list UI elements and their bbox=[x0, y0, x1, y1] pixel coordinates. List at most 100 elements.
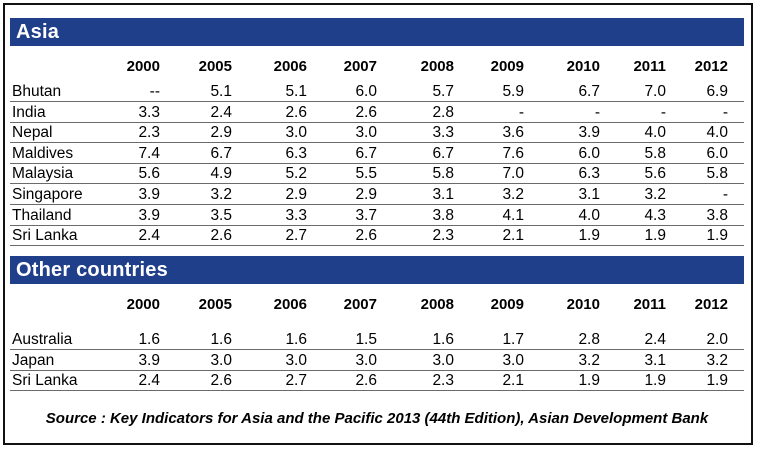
table-cell: 3.1 bbox=[644, 351, 666, 369]
table-cell: 3.2 bbox=[502, 186, 524, 203]
other-year-header-row: 2000 2005 2006 2007 2008 2009 2010 2011 … bbox=[10, 294, 744, 316]
table-cell: 1.6 bbox=[138, 331, 160, 348]
table-cell: 1.9 bbox=[644, 372, 666, 390]
country-name: Thailand bbox=[12, 206, 72, 224]
table-row: Thailand 3.9 3.5 3.3 3.7 3.8 4.1 4.0 4.3 3.8 bbox=[10, 206, 744, 226]
table-cell: 5.8 bbox=[432, 165, 454, 183]
table-cell: 3.0 bbox=[355, 351, 377, 369]
year-header: 2005 bbox=[198, 58, 232, 75]
country-name: Singapore bbox=[12, 186, 83, 203]
table-cell: 3.0 bbox=[355, 124, 377, 142]
table-cell: 1.7 bbox=[502, 331, 524, 348]
table-cell: 3.3 bbox=[138, 103, 160, 121]
table-cell: 3.5 bbox=[210, 206, 232, 224]
country-name: India bbox=[12, 103, 46, 121]
table-cell: 2.6 bbox=[355, 103, 377, 121]
table-cell: 5.8 bbox=[644, 144, 666, 162]
year-header: 2010 bbox=[566, 296, 600, 313]
table-cell: 2.6 bbox=[210, 372, 232, 390]
table-frame bbox=[3, 3, 753, 445]
year-header: 2006 bbox=[273, 296, 307, 313]
table-cell: 3.0 bbox=[285, 124, 307, 142]
table-row: Nepal 2.3 2.9 3.0 3.0 3.3 3.6 3.9 4.0 4.0 bbox=[10, 123, 744, 144]
table-row: India 3.3 2.4 2.6 2.6 2.8 - - - - bbox=[10, 103, 744, 123]
year-header: 2006 bbox=[273, 58, 307, 75]
table-cell: 2.6 bbox=[355, 372, 377, 390]
table-cell: 1.9 bbox=[706, 372, 728, 390]
table-cell: 7.0 bbox=[644, 83, 666, 100]
table-cell: - bbox=[722, 186, 728, 203]
table-cell: 3.3 bbox=[432, 124, 454, 142]
table-row: Sri Lanka 2.4 2.6 2.7 2.6 2.3 2.1 1.9 1.9 1.9 bbox=[10, 371, 744, 392]
year-header: 2011 bbox=[633, 58, 666, 75]
year-header: 2000 bbox=[126, 296, 160, 313]
table-cell: 7.4 bbox=[138, 144, 160, 162]
table-cell: 2.7 bbox=[285, 227, 307, 245]
table-cell: - bbox=[722, 103, 728, 121]
table-cell: 2.9 bbox=[355, 186, 377, 203]
table-cell: 1.6 bbox=[285, 331, 307, 348]
table-cell: 2.3 bbox=[432, 227, 454, 245]
table-cell: 5.2 bbox=[285, 165, 307, 183]
table-row: Singapore 3.9 3.2 2.9 2.9 3.1 3.2 3.1 3.2 - bbox=[10, 185, 744, 205]
year-header: 2008 bbox=[420, 296, 454, 313]
table-cell: - bbox=[518, 103, 524, 121]
year-header: 2009 bbox=[490, 296, 524, 313]
country-name: Sri Lanka bbox=[12, 372, 78, 390]
table-cell: 1.6 bbox=[432, 331, 454, 348]
table-cell: 2.0 bbox=[706, 331, 728, 348]
table-cell: 5.1 bbox=[210, 83, 232, 100]
table-cell: -- bbox=[149, 83, 160, 100]
asia-section-title: Asia bbox=[16, 21, 60, 43]
asia-year-header-row: 2000 2005 2006 2007 2008 2009 2010 2011 … bbox=[10, 56, 744, 78]
year-header: 2007 bbox=[343, 296, 377, 313]
table-cell: 6.0 bbox=[355, 83, 377, 100]
country-name: Malaysia bbox=[12, 165, 74, 183]
table-cell: 2.7 bbox=[285, 372, 307, 390]
table-row: Bhutan -- 5.1 5.1 6.0 5.7 5.9 6.7 7.0 6.9 bbox=[10, 82, 744, 102]
table-cell: 2.4 bbox=[138, 227, 160, 245]
table-cell: 3.8 bbox=[706, 206, 728, 224]
table-cell: 2.4 bbox=[644, 331, 666, 348]
table-cell: 3.2 bbox=[578, 351, 600, 369]
country-name: Nepal bbox=[12, 124, 53, 142]
table-cell: 3.0 bbox=[432, 351, 454, 369]
table-cell: 1.9 bbox=[578, 372, 600, 390]
table-cell: 2.9 bbox=[285, 186, 307, 203]
table-cell: 3.9 bbox=[138, 351, 160, 369]
table-cell: 1.9 bbox=[644, 227, 666, 245]
table-cell: 3.0 bbox=[285, 351, 307, 369]
table-cell: 4.0 bbox=[644, 124, 666, 142]
table-cell: 3.2 bbox=[210, 186, 232, 203]
country-name: Maldives bbox=[12, 144, 74, 162]
table-cell: 6.9 bbox=[706, 83, 728, 100]
table-cell: 4.1 bbox=[502, 206, 524, 224]
table-cell: 3.2 bbox=[644, 186, 666, 203]
table-cell: 7.0 bbox=[502, 165, 524, 183]
table-cell: 3.7 bbox=[355, 206, 377, 224]
other-section-header: Other countries bbox=[10, 256, 744, 284]
table-cell: 6.3 bbox=[578, 165, 600, 183]
year-header: 2012 bbox=[694, 296, 728, 313]
country-name: Japan bbox=[12, 351, 55, 369]
table-cell: 1.6 bbox=[210, 331, 232, 348]
table-cell: 6.0 bbox=[578, 144, 600, 162]
table-cell: 5.6 bbox=[138, 165, 160, 183]
table-cell: 2.6 bbox=[210, 227, 232, 245]
table-cell: 6.7 bbox=[578, 83, 600, 100]
table-cell: 5.5 bbox=[355, 165, 377, 183]
table-cell: 2.8 bbox=[578, 331, 600, 348]
table-row: Maldives 7.4 6.7 6.3 6.7 6.7 7.6 6.0 5.8 6.0 bbox=[10, 144, 744, 164]
table-cell: 5.6 bbox=[644, 165, 666, 183]
table-cell: 2.6 bbox=[355, 227, 377, 245]
year-header: 2010 bbox=[566, 58, 600, 75]
table-cell: 4.0 bbox=[578, 206, 600, 224]
table-cell: 1.9 bbox=[706, 227, 728, 245]
table-cell: 4.0 bbox=[706, 124, 728, 142]
table-cell: - bbox=[594, 103, 600, 121]
table-row: Japan 3.9 3.0 3.0 3.0 3.0 3.0 3.2 3.1 3.2 bbox=[10, 351, 744, 371]
table-cell: 2.6 bbox=[285, 103, 307, 121]
table-cell: 6.7 bbox=[355, 144, 377, 162]
year-header: 2012 bbox=[694, 58, 728, 75]
table-cell: 6.3 bbox=[285, 144, 307, 162]
